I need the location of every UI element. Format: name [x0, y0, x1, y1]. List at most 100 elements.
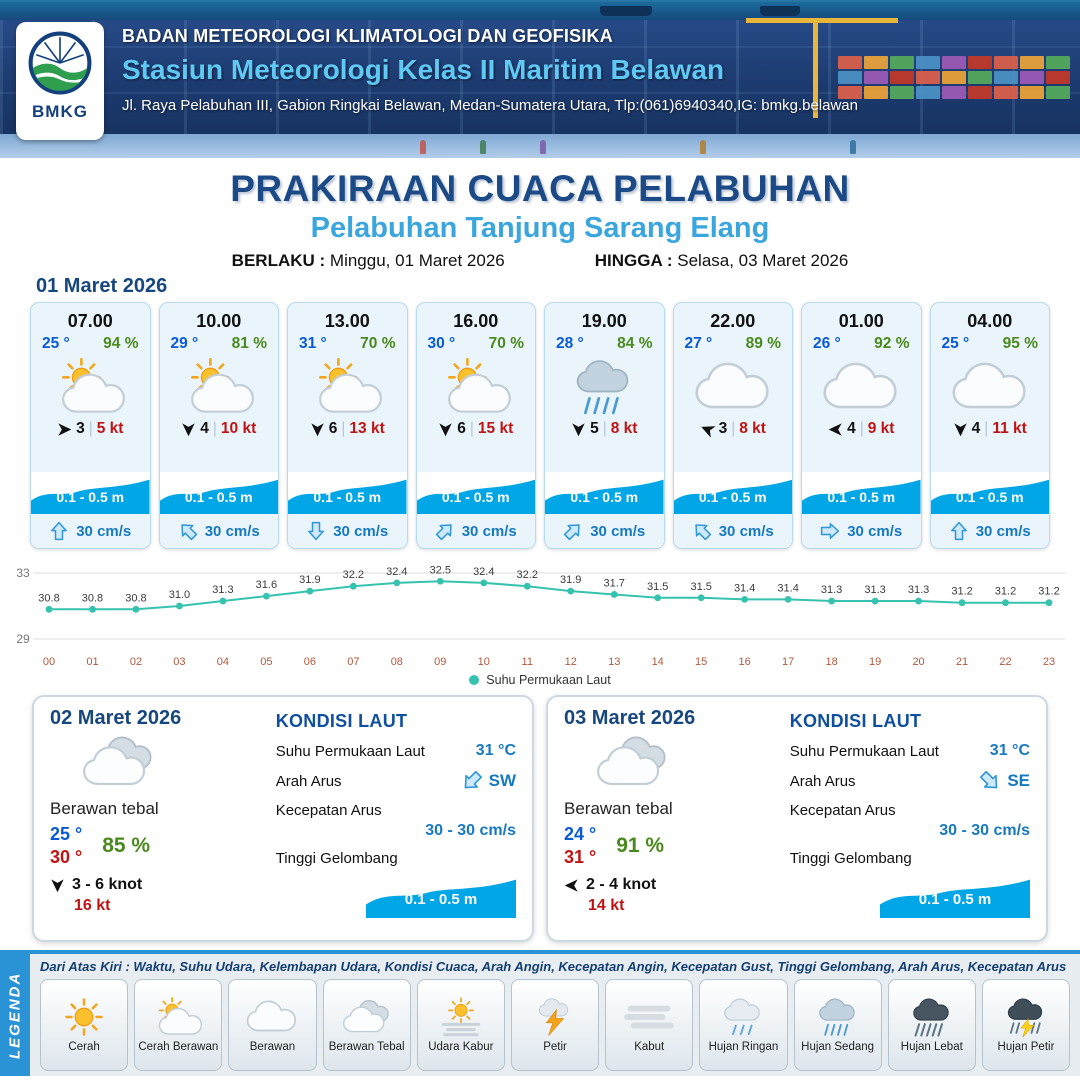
person-icon: [540, 140, 546, 154]
wave-band: 0.1 - 0.5 m: [31, 472, 150, 514]
legend-item-label: Kabut: [634, 1041, 665, 1053]
legend-item-icon: [999, 997, 1053, 1037]
bmkg-logo-icon: [28, 31, 92, 95]
day-wind-row: 2 - 4 knot: [564, 876, 774, 894]
legend-item: Hujan Petir: [981, 979, 1071, 1071]
wave-graphic: [288, 479, 407, 514]
divider: |: [341, 420, 346, 437]
bmkg-logo-text: BMKG: [32, 102, 88, 121]
svg-text:31.7: 31.7: [604, 577, 625, 589]
hour-humidity: 81 %: [231, 335, 267, 352]
legend-item: Petir: [510, 979, 600, 1071]
sea-sst-label: Suhu Permukaan Laut: [789, 742, 939, 760]
agency-name: BADAN METEOROLOGI KLIMATOLOGI DAN GEOFIS…: [122, 26, 613, 46]
weather-icon: [307, 358, 387, 416]
crane-icon: [813, 18, 818, 118]
svg-text:17: 17: [782, 656, 794, 668]
wave-height: 0.1 - 0.5 m: [56, 489, 125, 505]
sea-current-speed-row: Kecepatan Arus 30 - 30 cm/s: [276, 802, 516, 840]
svg-text:29: 29: [16, 632, 30, 646]
svg-text:31.6: 31.6: [256, 579, 277, 591]
current-direction-icon: [49, 521, 69, 541]
day-condition: Berawan tebal: [564, 799, 673, 818]
svg-text:03: 03: [173, 656, 185, 668]
divider: |: [469, 420, 474, 437]
svg-text:31.4: 31.4: [777, 582, 798, 594]
sea-current-dir-row: Arah Arus SW: [276, 770, 516, 792]
legend-item: Kabut: [605, 979, 694, 1071]
legend-item-icon: [434, 997, 488, 1037]
sea-current-dir-value: SW: [488, 771, 516, 790]
day-temp-min: 24 °: [564, 824, 597, 844]
current-speed: 30 cm/s: [847, 522, 903, 540]
hour-temp: 27 °: [684, 335, 713, 352]
svg-text:31.4: 31.4: [734, 582, 755, 594]
svg-text:16: 16: [739, 656, 751, 668]
current-speed: 30 cm/s: [590, 522, 646, 540]
weather-icon-use: [825, 364, 896, 407]
legend-item-label: Hujan Petir: [997, 1041, 1055, 1053]
chart-legend: Suhu Permukaan Laut: [9, 673, 1071, 687]
svg-text:31.3: 31.3: [864, 584, 885, 596]
wave-band: 0.1 - 0.5 m: [673, 472, 792, 514]
sea-current-dir-value: SE: [1007, 771, 1030, 790]
day-wind-direction-icon: [564, 878, 579, 893]
day-forecast-card: 02 Maret 2026 Berawan tebal 25 ° 30 ° 85…: [32, 695, 534, 942]
day-date: 02 Maret 2026: [50, 707, 182, 729]
day-card-left: 02 Maret 2026 Berawan tebal 25 ° 30 ° 85…: [50, 707, 260, 930]
day-weather-icon: [74, 732, 164, 792]
legend-item-label: Hujan Ringan: [708, 1041, 779, 1053]
divider: |: [731, 420, 736, 437]
day-humidity: 85 %: [102, 834, 151, 857]
legend-icon-use: [160, 998, 202, 1034]
hour-temp: 30 °: [427, 335, 456, 352]
title-section: PRAKIRAAN CUACA PELABUHAN Pelabuhan Tanj…: [0, 158, 1080, 271]
legend-icon-use: [627, 1009, 671, 1026]
wind-row: 4 | 9 kt: [828, 420, 894, 438]
wind-speed: 6: [457, 420, 466, 437]
day-wind-direction-icon: [50, 878, 65, 893]
svg-text:15: 15: [695, 656, 707, 668]
hour-forecast-card: 13.00 31 ° 70 % 6 | 13 kt 0.1 - 0.5 m 30…: [287, 302, 408, 549]
svg-text:11: 11: [522, 656, 533, 668]
svg-text:00: 00: [43, 656, 55, 668]
header: BMKG BADAN METEOROLOGI KLIMATOLOGI DAN G…: [0, 0, 1080, 158]
wave-graphic: [545, 479, 664, 514]
day-temp-max: 30 °: [50, 847, 83, 867]
legend-item: Udara Kabur: [416, 979, 505, 1071]
svg-text:23: 23: [1043, 656, 1055, 668]
svg-text:09: 09: [434, 656, 446, 668]
wave-graphic: [31, 479, 150, 514]
hour-forecast-card: 04.00 25 ° 95 % 4 | 11 kt 0.1 - 0.5 m 30…: [929, 302, 1050, 549]
legend-item-label: Udara Kabur: [428, 1041, 494, 1053]
legend-item: Cerah: [40, 979, 129, 1071]
current-row: 30 cm/s: [545, 514, 664, 548]
sea-current-dir-label: Arah Arus: [275, 772, 342, 790]
svg-text:32.2: 32.2: [517, 569, 538, 581]
sea-current-speed-row: Kecepatan Arus 30 - 30 cm/s: [790, 802, 1030, 840]
legend-item-label: Petir: [543, 1041, 567, 1053]
sea-wave-label: Tinggi Gelombang: [789, 850, 912, 867]
hour-forecast-card: 01.00 26 ° 92 % 4 | 9 kt 0.1 - 0.5 m 30 …: [801, 302, 922, 549]
wind-speed: 3: [718, 420, 728, 437]
wind-gust: 11 kt: [992, 420, 1027, 437]
legend-item-label: Hujan Sedang: [801, 1041, 875, 1053]
berlaku-label: BERLAKU :: [231, 251, 326, 270]
svg-text:21: 21: [956, 656, 968, 668]
day-temps: 25 ° 30 ° 85 %: [50, 824, 260, 868]
svg-text:06: 06: [304, 656, 316, 668]
current-row: 30 cm/s: [802, 514, 921, 548]
legend-section: LEGENDA Dari Atas Kiri : Waktu, Suhu Uda…: [0, 950, 1080, 1076]
day-weather-icon-use: [84, 737, 151, 783]
wave-graphic: [159, 479, 278, 514]
legend-item-icon: [340, 997, 394, 1037]
weather-icon: [693, 358, 773, 416]
wind-gust: 13 kt: [349, 420, 385, 437]
weather-icon: [50, 358, 130, 416]
legend-item-label: Hujan Lebat: [900, 1041, 963, 1053]
hour-forecast-card: 22.00 27 ° 89 % 3 | 8 kt 0.1 - 0.5 m 30 …: [672, 302, 793, 549]
weather-icon: [950, 358, 1030, 416]
current-direction-icon: [688, 517, 716, 545]
sst-chart-section: 33 29 30.8 00 30.8 01 30.8 02 31.0 03 31.3 04 31.6 05…: [0, 549, 1080, 687]
sea-wave-value: 0.1 - 0.5 m: [404, 891, 478, 908]
